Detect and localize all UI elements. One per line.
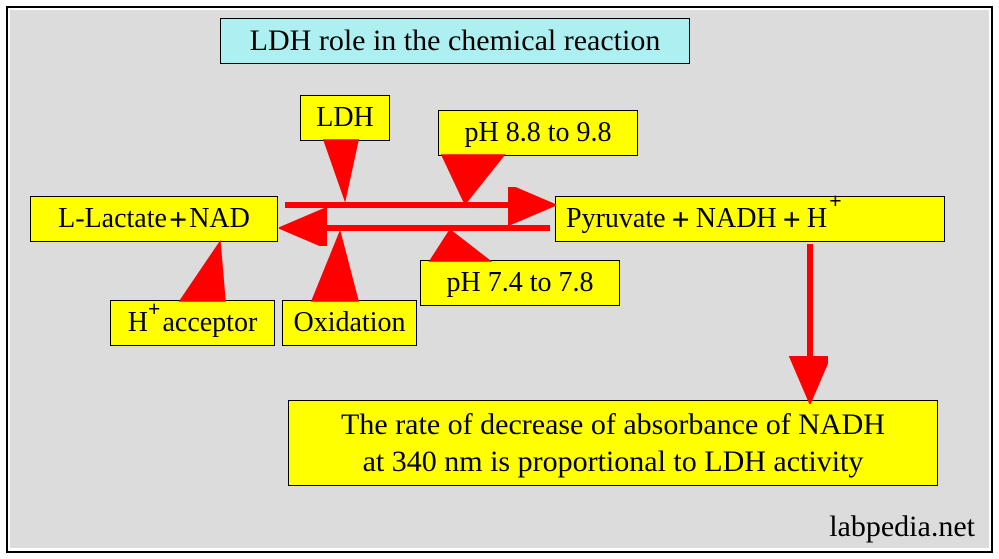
h-acceptor-word: acceptor	[162, 307, 257, 339]
nadh-text: NADH	[696, 203, 777, 235]
nad-text: NAD	[189, 203, 250, 235]
h-acceptor-label: H + acceptor	[110, 300, 275, 346]
ph-forward-label: pH 8.8 to 9.8	[438, 110, 638, 156]
conclusion-line1: The rate of decrease of absorbance of NA…	[341, 406, 885, 444]
left-species-box: L-Lactate + NAD	[30, 196, 278, 242]
watermark: labpedia.net	[829, 510, 975, 544]
ph-reverse-label: pH 7.4 to 7.8	[420, 260, 620, 306]
h-acceptor-h: H	[128, 307, 148, 339]
ldh-label: LDH	[300, 95, 390, 141]
conclusion-text: The rate of decrease of absorbance of NA…	[341, 406, 885, 481]
plus-1: +	[169, 201, 187, 238]
title-box: LDH role in the chemical reaction	[220, 18, 690, 64]
plus-3: +	[783, 201, 801, 238]
oxidation-label: Oxidation	[282, 300, 417, 346]
h-charge: +	[829, 188, 842, 214]
diagram-canvas: LDH role in the chemical reaction LDH pH…	[10, 10, 989, 548]
l-lactate-text: L-Lactate	[58, 203, 167, 235]
h-text: H	[807, 203, 827, 235]
h-acceptor-plus: +	[148, 296, 161, 322]
pyruvate-text: Pyruvate	[566, 203, 666, 235]
conclusion-line2: at 340 nm is proportional to LDH activit…	[341, 443, 885, 481]
plus-2: +	[672, 201, 690, 238]
conclusion-box: The rate of decrease of absorbance of NA…	[288, 400, 938, 486]
right-species-box: Pyruvate + NADH + H +	[555, 196, 945, 242]
